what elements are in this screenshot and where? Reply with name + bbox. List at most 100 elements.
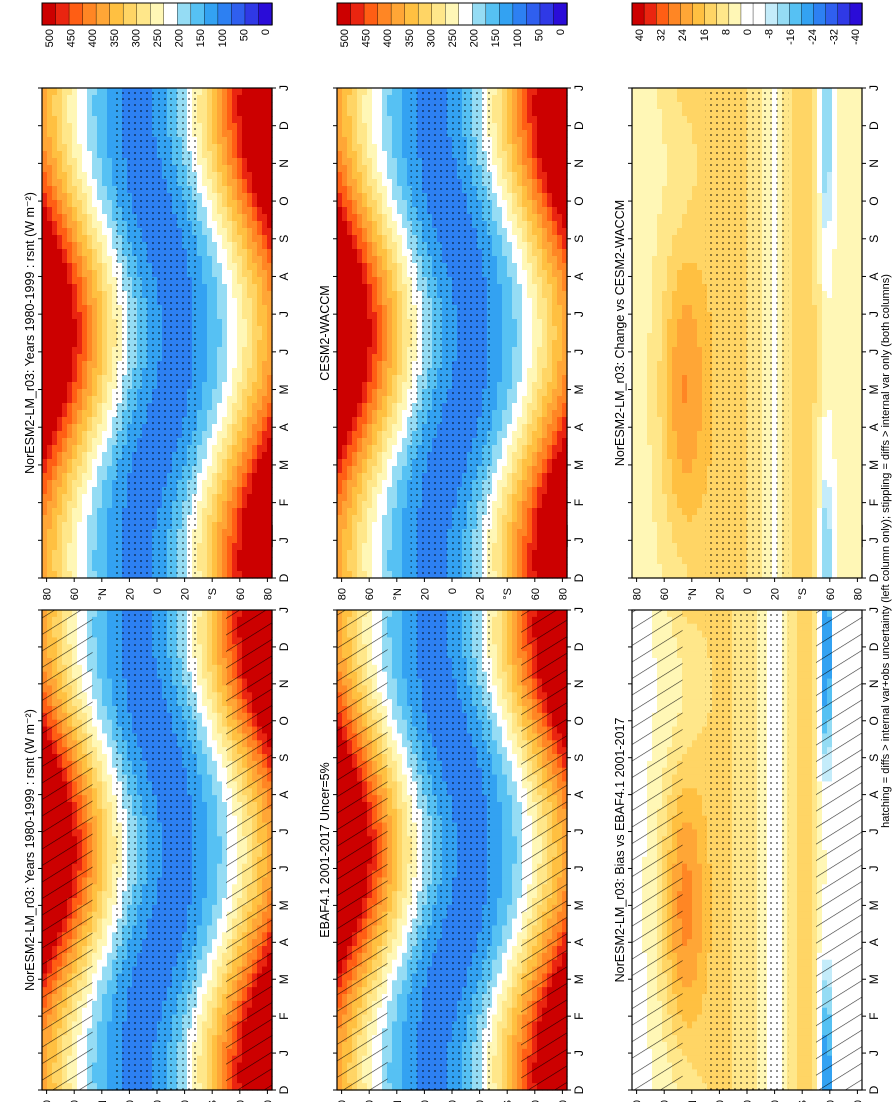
heatmap-cell	[207, 664, 213, 673]
heatmap-cell	[212, 925, 218, 933]
heatmap-cell	[77, 501, 83, 509]
heatmap-cell	[197, 767, 203, 776]
heatmap-cell	[217, 637, 223, 645]
heatmap-cell	[72, 102, 78, 110]
heatmap-cell	[112, 1000, 118, 1009]
heatmap-cell	[72, 389, 78, 397]
heatmap-cell	[202, 829, 208, 837]
heatmap-cell	[217, 733, 223, 741]
heatmap-cell	[112, 610, 118, 618]
heatmap-cell	[212, 610, 218, 618]
heatmap-cell	[97, 130, 103, 138]
heatmap-cell	[202, 891, 208, 899]
heatmap-cell	[57, 95, 63, 103]
heatmap-cell	[102, 123, 108, 131]
heatmap-cell	[107, 249, 113, 257]
heatmap-cell	[87, 221, 93, 229]
heatmap-cell	[52, 256, 58, 264]
heatmap-cell	[57, 263, 63, 271]
heatmap-cell	[207, 774, 213, 783]
heatmap-cell	[207, 788, 213, 796]
heatmap-cell	[82, 375, 88, 383]
heatmap-cell	[112, 966, 118, 975]
heatmap-cell	[102, 1000, 108, 1009]
heatmap-cell	[97, 870, 103, 879]
heatmap-cell	[62, 487, 68, 495]
heatmap-cell	[197, 918, 203, 927]
heatmap-cell	[222, 932, 228, 940]
heatmap-cell	[52, 382, 58, 390]
heatmap-cell	[62, 459, 68, 467]
heatmap-cell	[57, 550, 63, 558]
heatmap-cell	[92, 165, 98, 173]
heatmap-cell	[87, 557, 93, 565]
heatmap-cell	[97, 291, 103, 299]
heatmap-cell	[42, 375, 48, 383]
heatmap-cell	[107, 466, 113, 474]
heatmap-cell	[72, 256, 78, 264]
heatmap-cell	[62, 319, 68, 327]
heatmap-cell	[107, 487, 113, 495]
heatmap-cell	[197, 870, 203, 879]
heatmap-cell	[42, 368, 48, 376]
heatmap-cell	[87, 179, 93, 187]
heatmap-cell	[52, 529, 58, 537]
heatmap-cell	[52, 508, 58, 516]
heatmap-cell	[107, 214, 113, 222]
heatmap-cell	[102, 644, 108, 652]
heatmap-cell	[77, 424, 83, 432]
heatmap-cell	[207, 891, 213, 899]
heatmap-cell	[72, 424, 78, 432]
heatmap-cell	[92, 333, 98, 341]
heatmap-cell	[102, 382, 108, 390]
heatmap-cell	[77, 249, 83, 257]
heatmap-cell	[47, 564, 53, 572]
heatmap-cell	[57, 445, 63, 453]
heatmap-cell	[102, 651, 108, 659]
heatmap-cell	[47, 480, 53, 488]
heatmap-cell	[97, 918, 103, 927]
heatmap-cell	[77, 102, 83, 110]
heatmap-cell	[92, 1000, 98, 1009]
heatmap-cell	[197, 733, 203, 741]
heatmap-cell	[52, 151, 58, 159]
heatmap-cell	[82, 389, 88, 397]
heatmap-cell	[87, 424, 93, 432]
heatmap-cell	[92, 952, 98, 961]
heatmap-cell	[72, 137, 78, 145]
heatmap-cell	[92, 1042, 98, 1050]
heatmap-cell	[212, 795, 218, 803]
heatmap-cell	[67, 256, 73, 264]
heatmap-cell	[212, 1000, 218, 1009]
heatmap-cell	[112, 678, 118, 687]
heatmap-cell	[42, 116, 48, 124]
heatmap-cell	[67, 130, 73, 138]
heatmap-cell	[47, 137, 53, 145]
heatmap-cell	[62, 340, 68, 348]
heatmap-cell	[97, 767, 103, 776]
heatmap-cell	[202, 671, 208, 680]
heatmap-cell	[97, 932, 103, 940]
heatmap-cell	[92, 431, 98, 439]
heatmap-cell	[112, 1028, 118, 1036]
heatmap-cell	[47, 459, 53, 467]
heatmap-cell	[97, 808, 103, 817]
heatmap-cell	[107, 616, 113, 625]
heatmap-cell	[107, 747, 113, 755]
heatmap-cell	[217, 1083, 223, 1091]
heatmap-cell	[92, 966, 98, 975]
time-tick-label: N	[277, 680, 291, 689]
heatmap-cell	[207, 952, 213, 961]
heatmap-cell	[57, 235, 63, 243]
heatmap-cell	[72, 179, 78, 187]
heatmap-cell	[102, 760, 108, 769]
heatmap-cell	[72, 564, 78, 572]
heatmap-cell	[212, 685, 218, 693]
heatmap-cell	[92, 424, 98, 432]
heatmap-cell	[92, 249, 98, 257]
heatmap-cell	[197, 966, 203, 975]
heatmap-cell	[212, 877, 218, 885]
heatmap-cell	[42, 235, 48, 243]
heatmap-cell	[72, 515, 78, 523]
heatmap-cell	[107, 312, 113, 320]
